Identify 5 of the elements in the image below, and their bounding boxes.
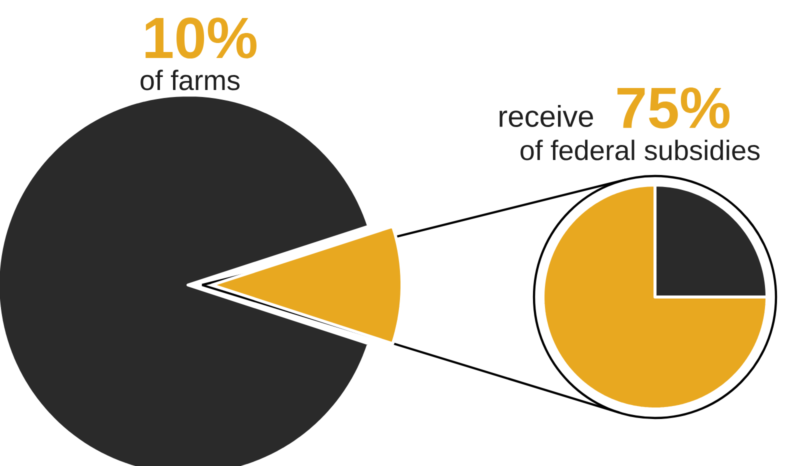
chart-subtitle: of farms [140, 70, 240, 90]
chart-title: 75% [617, 88, 730, 128]
text: receive [500, 104, 594, 128]
chart-subtitle: of federal subsidies [520, 140, 760, 160]
chart-title: 10% [146, 17, 257, 59]
